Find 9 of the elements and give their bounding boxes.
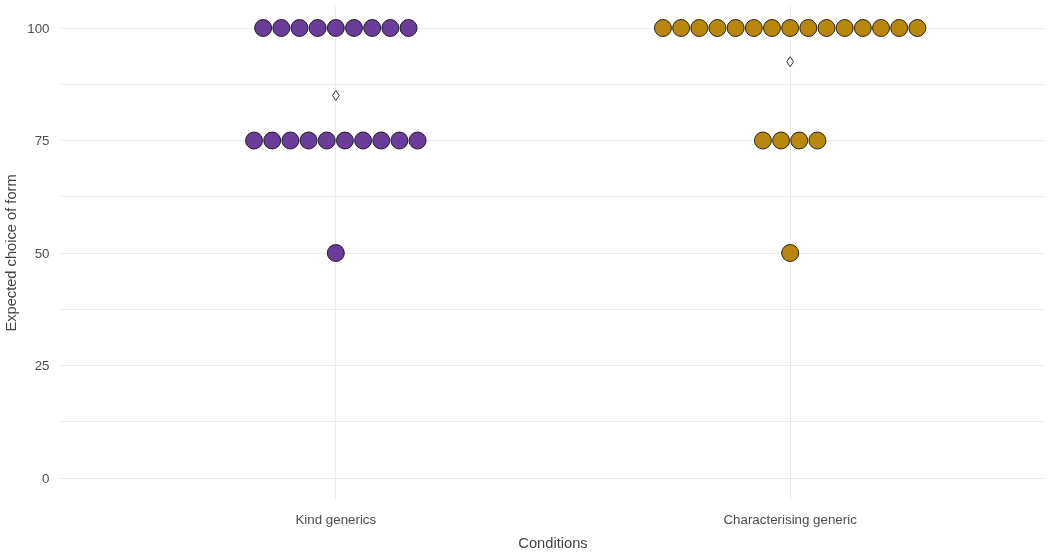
x-axis-title: Conditions	[518, 534, 588, 551]
y-tick-label: 100	[27, 20, 50, 36]
y-tick-label: 75	[34, 133, 50, 148]
x-tick-label: Kind generics	[295, 511, 377, 527]
y-tick-label: 0	[42, 470, 50, 486]
x-tick-label: Characterising generic	[723, 511, 858, 527]
y-tick-label: 25	[34, 358, 50, 373]
y-tick-label: 50	[34, 245, 50, 261]
y-axis-title: Expected choice of form	[3, 174, 20, 332]
